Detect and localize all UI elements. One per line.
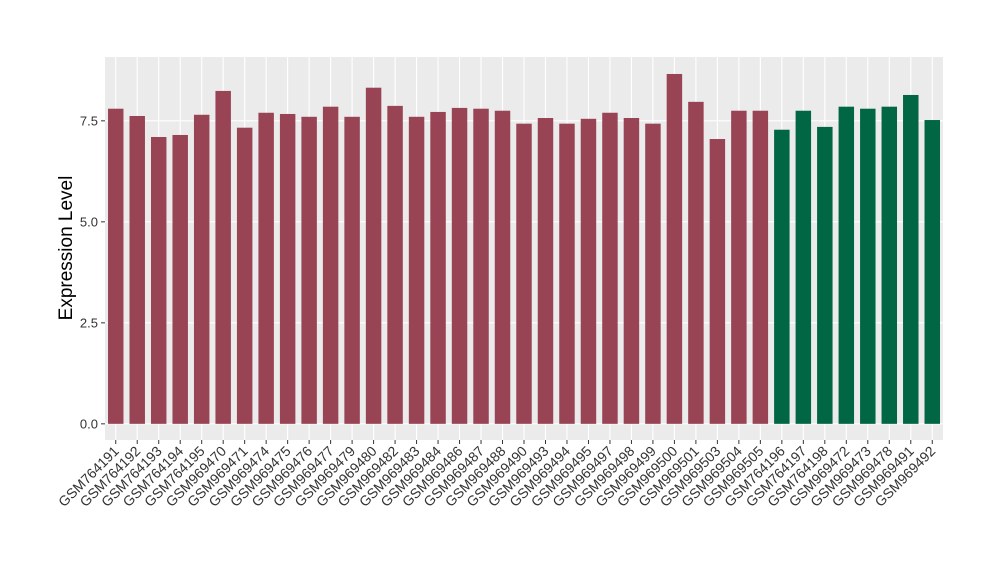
bar xyxy=(537,118,554,424)
bar xyxy=(258,112,274,424)
bar xyxy=(860,108,876,424)
bar xyxy=(516,123,532,424)
bar xyxy=(494,110,511,424)
bar xyxy=(387,105,403,424)
bar xyxy=(688,101,704,424)
y-tick-label: 5.0 xyxy=(80,214,98,229)
bar xyxy=(129,115,145,424)
bar xyxy=(172,134,188,424)
bar xyxy=(322,106,339,424)
bar xyxy=(795,110,812,424)
bar xyxy=(344,116,360,424)
y-axis-title: Expression Level xyxy=(56,176,77,321)
bar xyxy=(924,120,940,424)
bar xyxy=(193,114,210,424)
bar xyxy=(817,126,833,424)
bar xyxy=(279,113,296,424)
bar xyxy=(752,110,769,424)
bar xyxy=(408,116,425,424)
bar xyxy=(365,87,382,424)
bar xyxy=(881,106,898,424)
bar xyxy=(215,90,231,424)
bar xyxy=(774,129,790,424)
bar xyxy=(451,107,468,424)
bar xyxy=(709,139,726,424)
bar xyxy=(838,106,855,424)
bar xyxy=(108,108,124,424)
bar xyxy=(666,73,683,424)
y-tick-label: 2.5 xyxy=(80,315,98,330)
y-tick-label: 7.5 xyxy=(80,113,98,128)
bar xyxy=(236,127,253,424)
bar xyxy=(301,116,317,424)
y-tick-label: 0.0 xyxy=(80,416,98,431)
bar xyxy=(473,108,489,424)
bar xyxy=(623,118,640,424)
bar xyxy=(559,123,575,424)
bar xyxy=(150,136,167,424)
bar xyxy=(430,111,446,424)
bar xyxy=(903,94,919,424)
bar xyxy=(580,118,597,424)
bar xyxy=(602,112,618,424)
bar xyxy=(645,123,661,424)
bar xyxy=(731,110,747,424)
